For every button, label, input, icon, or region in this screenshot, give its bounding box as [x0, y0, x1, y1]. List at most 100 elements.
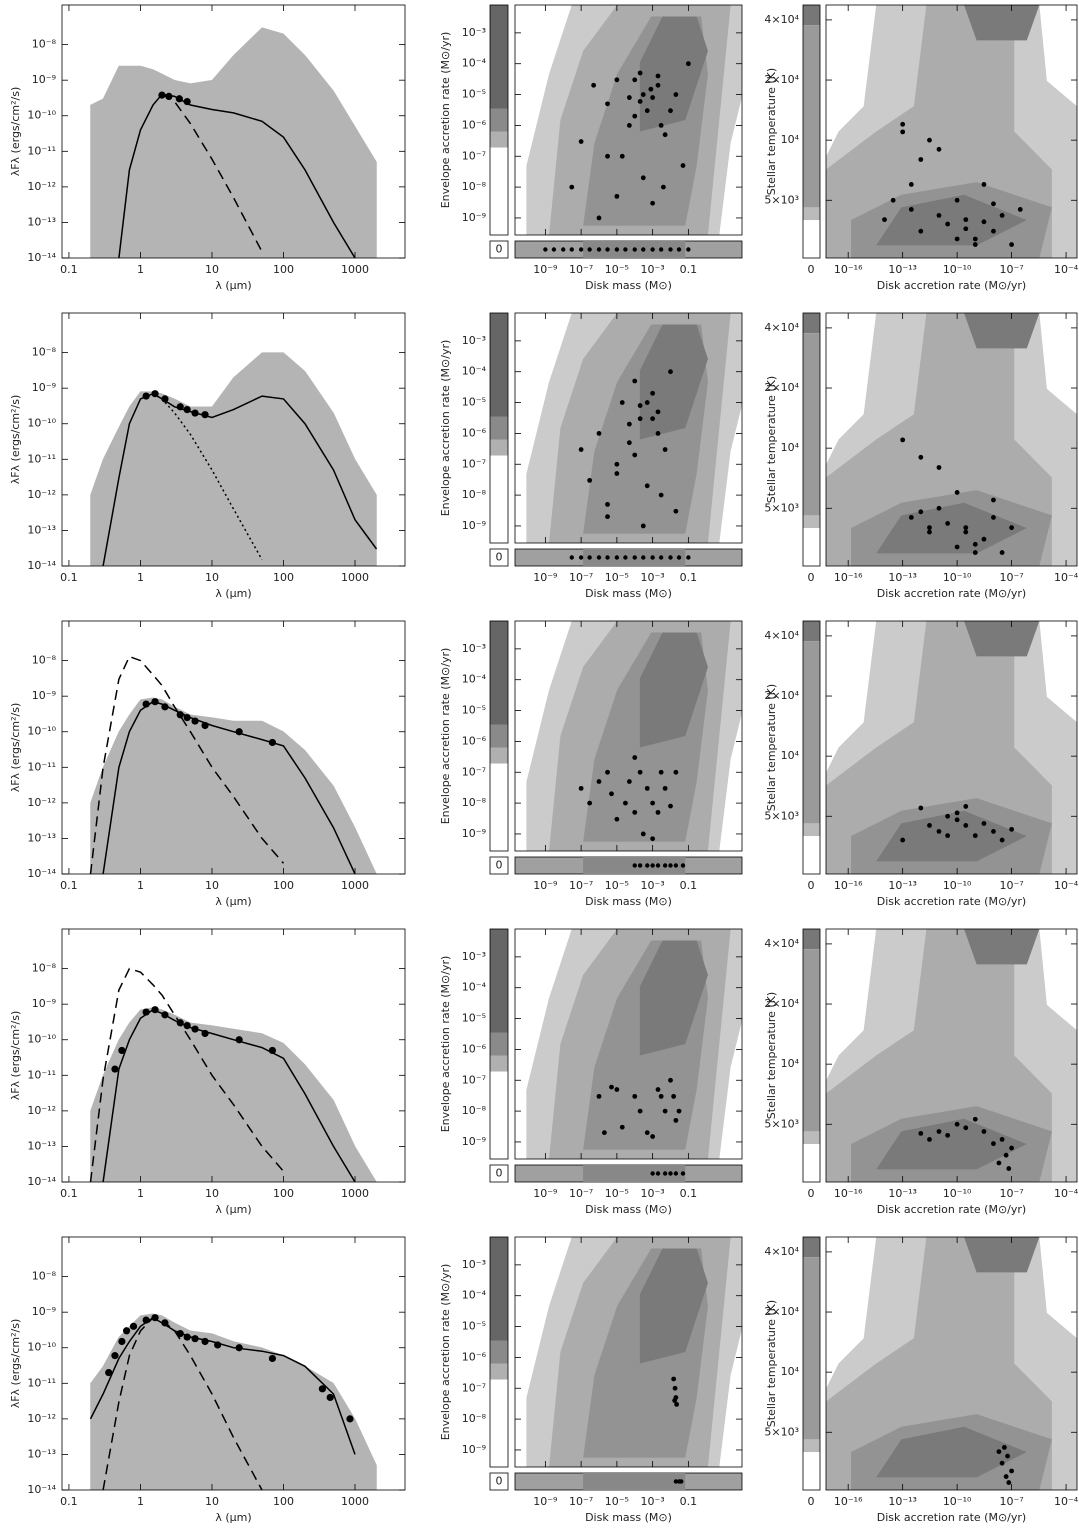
- y-axis-title: λFλ (ergs/cm²/s): [9, 1011, 22, 1101]
- data-point: [882, 217, 887, 223]
- x-tick-label: 10⁻¹⁶: [834, 263, 863, 276]
- zero-rate-point: [605, 555, 610, 560]
- zero-strip-core: [583, 1473, 686, 1490]
- x-tick-label: 10: [205, 571, 219, 584]
- y-tick-label: 4×10⁴: [764, 13, 799, 26]
- data-point: [183, 97, 191, 106]
- data-point: [680, 163, 686, 168]
- zero-rate-point: [676, 247, 682, 252]
- y-tick-label: 10⁻¹³: [27, 1447, 56, 1460]
- data-point: [918, 509, 924, 515]
- data-point: [999, 1136, 1005, 1142]
- data-point: [235, 1344, 243, 1352]
- colorbar-band: [490, 724, 508, 748]
- zero-rate-point: [637, 863, 643, 868]
- x-tick-label: 0.1: [60, 879, 78, 892]
- plot-area: [89, 655, 377, 874]
- y-tick-label: 10⁻⁹: [32, 381, 56, 394]
- data-point: [632, 755, 638, 760]
- x-tick-label: 10⁻⁷: [999, 1187, 1023, 1200]
- y-tick-label: 10⁻¹⁰: [27, 417, 56, 430]
- y-tick-label: 10⁻⁷: [462, 149, 486, 162]
- data-point: [129, 1322, 138, 1330]
- data-point: [632, 77, 638, 83]
- data-point: [105, 1369, 113, 1377]
- data-point: [927, 1136, 932, 1142]
- x-tick-label: 10⁻⁵: [605, 263, 629, 276]
- zero-label: 0: [496, 1475, 503, 1488]
- y-tick-label: 10⁻¹⁰: [27, 109, 56, 122]
- plot-frame: [514, 928, 743, 1160]
- data-point: [142, 392, 150, 400]
- panel: 0.1 1 10 100 1000 10⁻¹⁴ 10⁻¹³ 10⁻¹² 10⁻¹¹ 10⁻¹⁰ 10…: [9, 1236, 406, 1524]
- data-point: [587, 477, 593, 483]
- data-point: [954, 544, 960, 550]
- data-point: [637, 416, 643, 422]
- data-point: [161, 395, 169, 403]
- data-point: [142, 700, 150, 708]
- x-tick-label: 10⁻¹³: [888, 879, 917, 892]
- y-tick-label: 2×10⁴: [764, 1305, 799, 1318]
- best-fit-line: [102, 392, 378, 566]
- model-range: [90, 1007, 377, 1182]
- panel: 0.1 1 10 100 1000 10⁻¹⁴ 10⁻¹³ 10⁻¹² 10⁻¹¹ 10⁻¹⁰ 10…: [9, 4, 406, 292]
- contour: [964, 1237, 1040, 1273]
- x-tick-label: 10⁻⁵: [605, 879, 629, 892]
- data-point: [191, 1025, 199, 1033]
- x-tick-label: 1: [137, 1187, 144, 1200]
- x-tick-label: 10⁻³: [641, 1495, 665, 1508]
- model-range: [90, 352, 377, 566]
- data-point: [591, 82, 597, 88]
- data-point: [650, 800, 656, 806]
- data-point: [578, 785, 584, 791]
- y-tick-label: 10⁻⁴: [462, 57, 487, 70]
- zero-rate-point: [655, 863, 661, 868]
- zero-rate-point: [668, 247, 673, 252]
- data-point: [650, 200, 656, 206]
- data-point: [605, 101, 610, 107]
- y-tick-label: 10⁻⁵: [462, 1012, 486, 1025]
- photosphere-line: [102, 1316, 263, 1490]
- x-tick-label: 10⁻⁷: [569, 571, 593, 584]
- colorbar-band: [490, 1032, 508, 1056]
- data-point: [637, 1108, 643, 1114]
- data-point: [640, 831, 646, 837]
- data-point: [614, 471, 620, 476]
- plot-frame: [514, 620, 743, 852]
- zero-rate-point: [641, 247, 646, 252]
- y-tick-label: 5×10³: [764, 193, 799, 206]
- panel: 0.1 1 10 100 1000 10⁻¹⁴ 10⁻¹³ 10⁻¹² 10⁻¹¹ 10⁻¹⁰ 10…: [9, 928, 406, 1216]
- data-point: [999, 1460, 1005, 1466]
- data-point: [601, 1130, 607, 1136]
- x-tick-label: 10⁻¹⁶: [834, 1187, 863, 1200]
- x-axis-title: Disk accretion rate (M⊙/yr): [877, 1203, 1026, 1216]
- data-point: [326, 1393, 334, 1402]
- data-point: [936, 1129, 942, 1134]
- data-point: [991, 1141, 996, 1147]
- x-tick-label: 1000: [341, 1495, 369, 1508]
- plot-area: [526, 621, 742, 851]
- panel: 0 10⁻¹⁶ 10⁻¹³ 10⁻¹⁰ 10⁻⁷ 10⁻⁴ 5×10³ 10⁴ 2×10⁴ 4×1…: [764, 620, 1079, 908]
- plot-frame: [61, 928, 406, 1183]
- x-tick-label: 10⁻⁷: [999, 571, 1023, 584]
- contour: [639, 16, 708, 132]
- plot-frame: [61, 312, 406, 567]
- y-axis-title: Stellar temperature (K): [765, 376, 778, 503]
- photosphere-line: [89, 967, 285, 1182]
- contour: [964, 929, 1040, 965]
- panel: 0 10⁻⁹ 10⁻⁷ 10⁻⁵ 10⁻³ 0.1 10⁻⁹ 10⁻⁸ 10⁻⁷ 10⁻⁶ 10⁻⁵…: [439, 620, 743, 908]
- plot-area: [526, 313, 742, 543]
- data-point: [655, 409, 661, 415]
- y-axis-title: Envelope accretion rate (M⊙/yr): [439, 1264, 452, 1441]
- zero-rate-point: [641, 555, 646, 560]
- zero-rate-point: [587, 555, 592, 560]
- zero-rate-point: [650, 863, 655, 868]
- colorbar-band: [490, 1071, 508, 1159]
- colorbar-band: [803, 929, 820, 950]
- plot-frame: [514, 312, 743, 544]
- x-tick-label: 10⁻¹³: [888, 571, 917, 584]
- x-tick-label: 1000: [341, 571, 369, 584]
- zero-label: 0: [496, 551, 503, 564]
- zero-rate-point: [578, 247, 584, 252]
- colorbar-band: [490, 1055, 508, 1072]
